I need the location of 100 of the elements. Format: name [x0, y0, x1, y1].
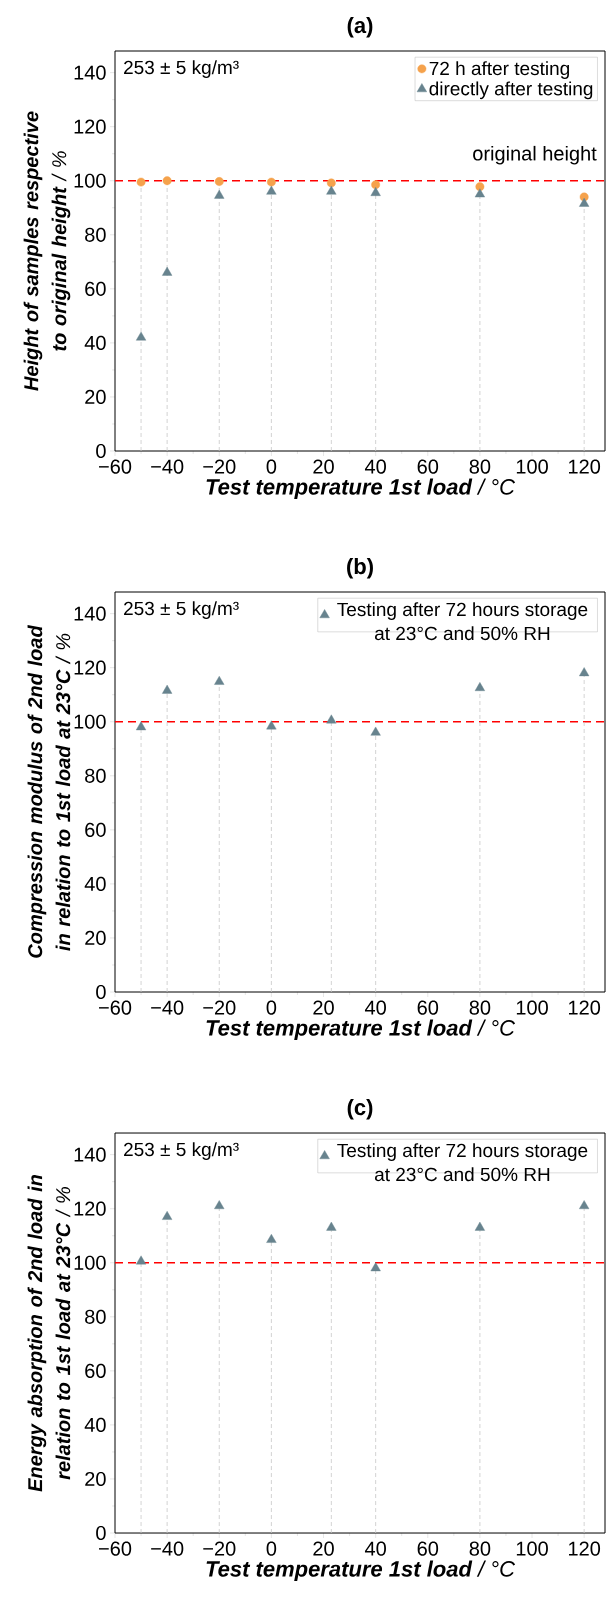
y-tick-label: 80	[85, 768, 106, 783]
y-tick-label: 120	[74, 1201, 106, 1216]
point	[370, 1262, 381, 1272]
x-tick-label: 120	[569, 1000, 601, 1015]
point	[162, 1211, 173, 1220]
point	[266, 720, 277, 730]
y-tick-label: 100	[74, 1255, 106, 1270]
point	[136, 721, 147, 731]
x-axis-title: Test temperature 1st load / °C	[206, 1560, 516, 1582]
point	[214, 177, 224, 186]
point	[136, 331, 147, 341]
x-tick-label: 120	[569, 459, 601, 474]
x-tick-label: 60	[417, 459, 439, 474]
x-tick-label: −40	[151, 459, 184, 474]
x-tick-label: 100	[516, 1000, 548, 1015]
x-tick-label: −20	[203, 1541, 236, 1556]
point	[474, 1221, 485, 1231]
y-axis-title: Compression modulus of 2nd load in relation to 1st load at 23°C / %	[27, 624, 71, 958]
x-tick-label: 20	[313, 1541, 334, 1556]
point	[214, 189, 225, 199]
y-axis-title: Energy absorption of 2nd load in relation to 1st load at 23°C / %	[27, 1174, 71, 1492]
point	[266, 1233, 277, 1243]
annotation: 253 ± 5 kg/m³	[124, 1142, 239, 1160]
y-tick-label: 140	[74, 1147, 106, 1162]
point	[370, 726, 381, 736]
x-tick-label: 80	[469, 1541, 491, 1556]
y-tick-label: 40	[84, 335, 106, 350]
y-tick-label: 60	[85, 281, 106, 296]
point	[162, 266, 173, 276]
chart-title: (a)	[347, 17, 373, 38]
x-tick-label: 40	[364, 459, 386, 474]
x-tick-label: 40	[364, 1000, 386, 1015]
x-tick-label: 40	[364, 1541, 386, 1556]
y-tick-label: 0	[96, 984, 106, 1000]
x-tick-label: 20	[313, 459, 334, 474]
legend-label: 72 h after testing	[429, 61, 570, 79]
y-tick-label: 140	[74, 65, 106, 80]
x-tick-label: 100	[516, 1541, 548, 1556]
point	[370, 187, 381, 196]
point	[136, 1255, 147, 1265]
annotation: 253 ± 5 kg/m³	[124, 60, 239, 78]
x-tick-label: 0	[266, 1000, 277, 1015]
point	[162, 684, 173, 694]
y-tick-label: 20	[85, 389, 106, 405]
point	[266, 177, 276, 187]
y-tick-label: 100	[74, 714, 106, 729]
chart-title: (b)	[347, 558, 373, 579]
y-tick-label: 60	[85, 822, 106, 837]
x-tick-label: 80	[469, 1000, 491, 1015]
chart-title: (c)	[347, 1099, 373, 1120]
point	[136, 177, 146, 187]
x-tick-label: −60	[99, 459, 132, 474]
y-tick-label: 120	[74, 660, 106, 675]
annotation: 253 ± 5 kg/m³	[124, 601, 239, 619]
point	[474, 682, 485, 691]
point	[214, 675, 225, 685]
x-tick-label: 60	[417, 1000, 439, 1015]
y-tick-label: 80	[85, 227, 106, 242]
y-tick-label: 60	[85, 1363, 106, 1378]
y-tick-label: 140	[74, 606, 106, 621]
y-tick-label: 20	[85, 1471, 106, 1487]
x-tick-label: 100	[516, 459, 548, 474]
x-axis-title: Test temperature 1st load / °C	[206, 1019, 516, 1041]
y-tick-label: 0	[96, 1525, 106, 1541]
point	[474, 188, 485, 198]
point	[326, 178, 336, 188]
point	[579, 667, 590, 677]
y-tick-label: 100	[74, 173, 106, 188]
ref-line-label: original height	[473, 145, 597, 165]
x-tick-label: −20	[203, 459, 236, 474]
x-tick-label: 20	[313, 1000, 334, 1015]
point	[326, 1221, 337, 1231]
legend-label: Testing after 72 hours storage at 23°C and 50% RH	[337, 1143, 588, 1182]
x-tick-label: −60	[99, 1541, 132, 1556]
y-tick-label: 80	[85, 1309, 106, 1324]
x-axis-title: Test temperature 1st load / °C	[206, 478, 516, 500]
y-tick-label: 0	[96, 443, 106, 459]
y-tick-label: 120	[74, 119, 106, 134]
y-tick-label: 40	[84, 876, 106, 891]
y-tick-label: 40	[84, 1417, 106, 1432]
point	[266, 185, 277, 195]
x-tick-label: −20	[203, 1000, 236, 1015]
x-tick-label: −40	[151, 1541, 184, 1556]
legend-label: Testing after 72 hours storage at 23°C and 50% RH	[337, 602, 588, 641]
x-tick-label: −60	[99, 1000, 132, 1015]
x-tick-label: 0	[266, 1541, 277, 1556]
point	[579, 1200, 590, 1209]
x-tick-label: 60	[417, 1541, 439, 1556]
point	[326, 714, 337, 724]
x-tick-label: 80	[469, 459, 491, 474]
y-tick-label: 20	[85, 930, 106, 946]
point	[326, 185, 337, 195]
legend-label: directly after testing	[429, 81, 593, 100]
x-tick-label: 0	[266, 459, 277, 474]
point	[214, 1200, 225, 1209]
point	[579, 197, 590, 207]
x-tick-label: 120	[569, 1541, 601, 1556]
x-tick-label: −40	[151, 1000, 184, 1015]
point	[371, 180, 381, 190]
point	[162, 176, 172, 186]
